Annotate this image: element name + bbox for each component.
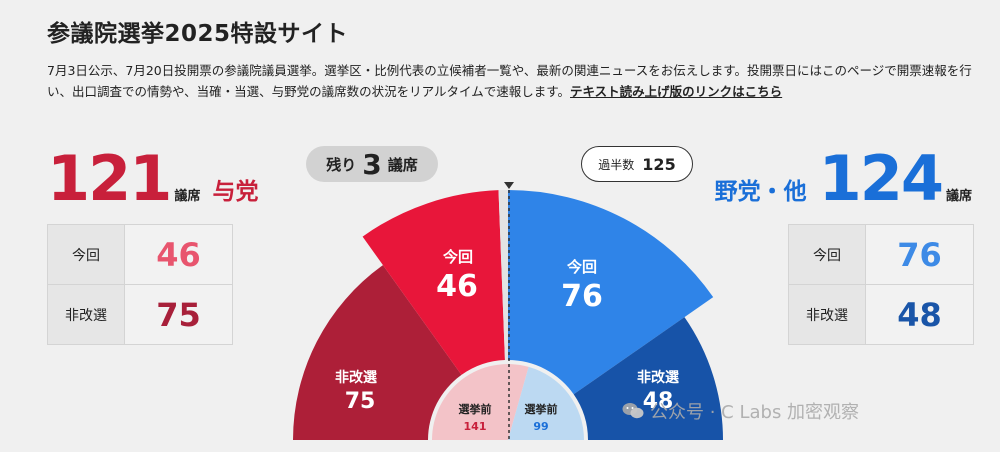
ruling-total-number: 121 <box>47 142 172 215</box>
opposition-this-label: 今回 <box>813 247 841 264</box>
opposition-stats-table: 今回 76 非改選 48 <box>788 224 974 345</box>
description-text: 7月3日公示、7月20日投開票の参議院議員選挙。選挙区・比例代表の立候補者一覧や… <box>47 63 972 99</box>
opposition-non-row: 非改選 48 <box>789 284 973 344</box>
opposition-party-name: 野党・他 <box>714 179 807 205</box>
opposition-total-number: 124 <box>818 142 944 215</box>
opposition-this-value: 76 <box>865 225 973 284</box>
ruling-non-chart-value: 75 <box>345 389 376 414</box>
ruling-non-label: 非改選 <box>65 307 107 324</box>
page-description: 7月3日公示、7月20日投開票の参議院議員選挙。選挙区・比例代表の立候補者一覧や… <box>47 60 972 102</box>
remaining-sector <box>498 190 508 361</box>
majority-label: 過半数 <box>598 157 635 172</box>
ruling-before-value: 141 <box>464 420 487 433</box>
watermark: 公众号 · C Labs 加密观察 <box>622 398 859 424</box>
opposition-non-sector <box>573 317 723 440</box>
ruling-before-label: 選挙前 <box>459 402 492 416</box>
ruling-this-chart-label: 今回 <box>442 248 473 266</box>
opposition-before-label: 選挙前 <box>525 402 558 416</box>
ruling-this-row: 今回 46 <box>48 225 232 284</box>
opposition-non-chart-label: 非改選 <box>637 369 679 386</box>
ruling-before-sector <box>432 364 529 440</box>
wechat-icon <box>622 403 644 419</box>
opposition-this-chart-value: 76 <box>561 279 603 314</box>
seat-chart-layer: 非改選 75 今回 46 今回 76 非改選 48 選挙前 141 選挙前 99 <box>293 190 723 440</box>
ruling-non-value: 75 <box>124 285 232 344</box>
majority-pill: 過半数 125 <box>581 146 693 182</box>
majority-value: 125 <box>642 154 676 174</box>
opposition-before-value: 99 <box>533 420 548 433</box>
majority-marker-icon <box>504 182 514 189</box>
text-reader-link[interactable]: テキスト読み上げ版のリンクはこちら <box>570 84 783 99</box>
ruling-non-sector <box>293 265 462 440</box>
opposition-total: 野党・他 124 議席 <box>715 148 972 210</box>
remaining-suffix: 議席 <box>387 155 418 174</box>
ruling-this-value: 46 <box>124 225 232 284</box>
remaining-seats-pill: 残り 3 議席 <box>306 146 438 182</box>
ruling-this-sector <box>362 190 505 375</box>
opposition-before-sector <box>508 366 584 440</box>
page-title: 参議院選挙2025特設サイト <box>47 21 349 47</box>
ruling-total-unit: 議席 <box>174 189 201 204</box>
watermark-text: 公众号 · C Labs 加密观察 <box>650 402 860 423</box>
ruling-this-chart-value: 46 <box>436 269 478 304</box>
ruling-this-label: 今回 <box>72 247 100 264</box>
ruling-party-name: 与党 <box>212 179 259 205</box>
opposition-non-value: 48 <box>865 285 973 344</box>
ruling-stats-table: 今回 46 非改選 75 <box>47 224 233 345</box>
opposition-this-chart-label: 今回 <box>566 258 597 276</box>
remaining-prefix: 残り <box>326 155 357 174</box>
opposition-non-chart-value: 48 <box>643 389 674 414</box>
ruling-non-row: 非改選 75 <box>48 284 232 344</box>
opposition-non-label: 非改選 <box>806 307 848 324</box>
opposition-this-sector <box>508 190 714 395</box>
opposition-total-unit: 議席 <box>945 189 972 204</box>
opposition-this-row: 今回 76 <box>789 225 973 284</box>
ruling-total: 121 議席 与党 <box>47 148 258 210</box>
ruling-non-chart-label: 非改選 <box>335 369 377 386</box>
remaining-value: 3 <box>362 147 382 181</box>
